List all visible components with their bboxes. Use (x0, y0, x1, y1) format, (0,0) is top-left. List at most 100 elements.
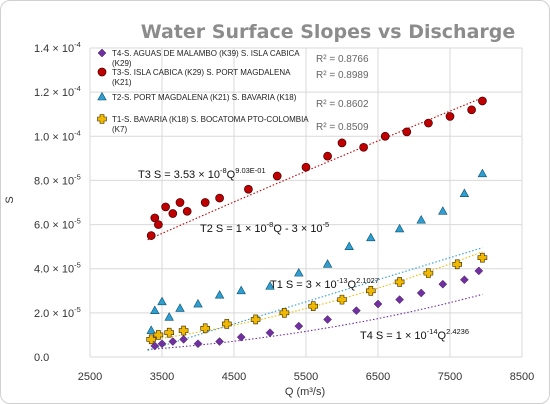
data-point (323, 315, 332, 324)
data-point (215, 337, 224, 346)
data-point (359, 142, 368, 152)
x-tick-labels: 2500 3500 4500 5500 6500 7500 8500 (78, 371, 534, 383)
legend-marker-t2 (97, 91, 107, 101)
y-tick-label: 1.4 × 10-4 (34, 40, 81, 55)
data-point (467, 105, 476, 115)
data-point (193, 298, 203, 308)
legend-label-t4: T4-S. AGUAS DE MALAMBO (K39) S. ISLA CAB… (112, 49, 300, 68)
fit-equations: T4 S = 1 × 10-14Q2.4236 T3 S = 3.53 × 10-… (138, 166, 469, 342)
data-point (459, 188, 470, 197)
trend-line-t4 (147, 293, 483, 351)
data-point (157, 296, 167, 306)
data-point (146, 334, 156, 345)
r-squared-labels: R² = 0.8766 R² = 0.8989 R² = 0.8602 R² = 0.… (316, 54, 369, 133)
data-point (214, 290, 225, 299)
data-point (474, 266, 484, 276)
equation-t2: T2 S = 1 × 10-8Q - 3 × 10-5 (200, 220, 329, 235)
data-point (380, 131, 390, 141)
data-point (477, 252, 488, 263)
data-point (200, 198, 210, 207)
series-t3 (146, 96, 487, 240)
x-tick-label: 7500 (438, 371, 462, 383)
data-point (236, 285, 246, 295)
y-tick-label: 2.0 × 10-5 (34, 305, 81, 320)
y-tick-labels: 0.0 2.0 × 10-5 4.0 × 10-5 6.0 × 10-5 8.0 × 1… (34, 40, 81, 364)
data-point (366, 232, 376, 242)
data-point (438, 279, 448, 289)
data-point (460, 275, 469, 285)
data-point (200, 323, 210, 334)
series-t1 (146, 252, 488, 345)
data-point (294, 268, 304, 277)
data-point (344, 241, 354, 250)
data-point (265, 281, 275, 290)
data-point (478, 96, 487, 106)
legend: T4-S. AGUAS DE MALAMBO (K39) S. ISLA CAB… (97, 48, 309, 134)
data-point (175, 303, 185, 312)
data-point (150, 341, 160, 351)
data-point (182, 206, 192, 216)
data-point (178, 325, 189, 336)
y-tick-label: 1.0 × 10-4 (34, 128, 81, 143)
x-tick-label: 4500 (222, 371, 246, 383)
data-point (157, 339, 167, 349)
data-point (279, 308, 290, 318)
data-point (168, 209, 178, 218)
data-point (164, 312, 174, 321)
data-point (146, 325, 156, 334)
data-point (265, 328, 275, 338)
equation-t4: T4 S = 1 × 10-14Q2.4236 (360, 327, 469, 342)
data-point (323, 151, 332, 161)
data-point (272, 171, 282, 181)
data-point (236, 332, 246, 342)
y-tick-label: 4.0 × 10-5 (34, 261, 81, 276)
x-tick-label: 6500 (366, 371, 390, 383)
series-t4 (150, 266, 484, 351)
data-point (445, 112, 455, 121)
y-tick-label: 6.0 × 10-5 (34, 217, 81, 232)
data-point (373, 299, 383, 309)
data-point (308, 301, 318, 312)
trend-line-t3 (147, 97, 483, 241)
data-point (179, 334, 188, 344)
legend-marker-t3 (97, 67, 107, 77)
legend-label-t3: T3-S. ISLA CABICA (K29) S. PORT MAGDALEN… (112, 68, 291, 87)
data-point (175, 198, 185, 207)
equation-t3: T3 S = 3.53 × 10-8Q9.03E-01 (138, 166, 266, 181)
data-point (215, 193, 224, 203)
data-point (164, 327, 174, 338)
r-squared-t4: R² = 0.8766 (316, 54, 369, 65)
trend-line-t2 (147, 247, 483, 351)
data-point (394, 223, 405, 233)
y-tick-label: 1.2 × 10-4 (34, 84, 81, 99)
legend-label-t2: T2-S. PORT MAGDALENA (K21) S. BAVARIA (K… (112, 93, 297, 102)
y-axis-label: S (4, 196, 16, 203)
x-axis-label: Q (m³/s) (285, 386, 325, 398)
grid-lines (89, 47, 523, 358)
data-point (244, 184, 253, 194)
data-point (477, 168, 488, 178)
data-point (394, 277, 405, 287)
data-point (366, 285, 376, 296)
data-point (146, 231, 156, 240)
data-point (424, 118, 433, 128)
data-point (438, 206, 448, 215)
series-t2 (146, 168, 488, 334)
x-tick-label: 3500 (150, 371, 174, 383)
r-squared-t3: R² = 0.8989 (316, 70, 369, 81)
data-point (193, 339, 203, 349)
equation-t1: T1 S = 3 × 10-13Q2.1027 (270, 276, 379, 291)
data-point (416, 215, 426, 224)
x-tick-label: 8500 (510, 371, 534, 383)
chart-title: Water Surface Slopes vs Discharge (141, 21, 516, 43)
data-point (452, 259, 462, 270)
data-point (301, 162, 311, 172)
legend-label-t1: T1-S. BAVARIA (K18) S. BOCATOMA PTO-COLO… (112, 115, 309, 134)
data-point (150, 305, 160, 314)
data-point (154, 220, 163, 229)
data-point (337, 138, 347, 148)
data-point (294, 321, 304, 331)
data-point (395, 295, 404, 304)
